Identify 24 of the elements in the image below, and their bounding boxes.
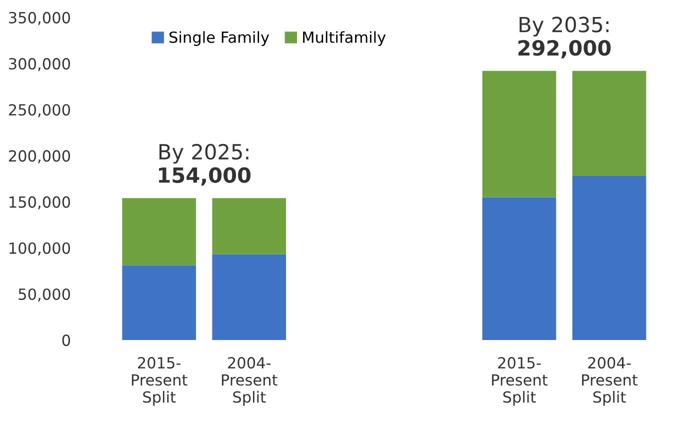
x-tick-label: 2015- Present Split (492, 357, 548, 406)
y-tick-label: 0 (62, 334, 70, 346)
x-tick-label: 2004- Present Split (582, 357, 638, 406)
bar (572, 70, 646, 176)
bar (572, 176, 646, 340)
bar (482, 70, 556, 198)
x-tick-label: 2004- Present Split (222, 357, 278, 406)
y-tick-label: 250,000 (8, 104, 70, 118)
annotation: By 2035: 292,000 (518, 16, 611, 58)
y-tick-label: 300,000 (9, 58, 70, 72)
bar (212, 254, 286, 340)
y-tick-label: 200,000 (8, 150, 70, 164)
y-tick-label: 100,000 (10, 242, 70, 256)
bar (482, 197, 556, 340)
y-tick-label: 350,000 (9, 12, 70, 26)
annotation: By 2025: 154,000 (158, 144, 251, 186)
y-tick-label: 150,000 (10, 196, 70, 210)
legend-label: Single Family (170, 31, 270, 46)
x-tick-label: 2015- Present Split (132, 357, 188, 406)
legend-label: Multifamily (303, 31, 386, 46)
bar (122, 265, 196, 340)
bar (122, 198, 196, 266)
bar (212, 198, 286, 254)
y-tick-label: 50,000 (18, 288, 70, 302)
